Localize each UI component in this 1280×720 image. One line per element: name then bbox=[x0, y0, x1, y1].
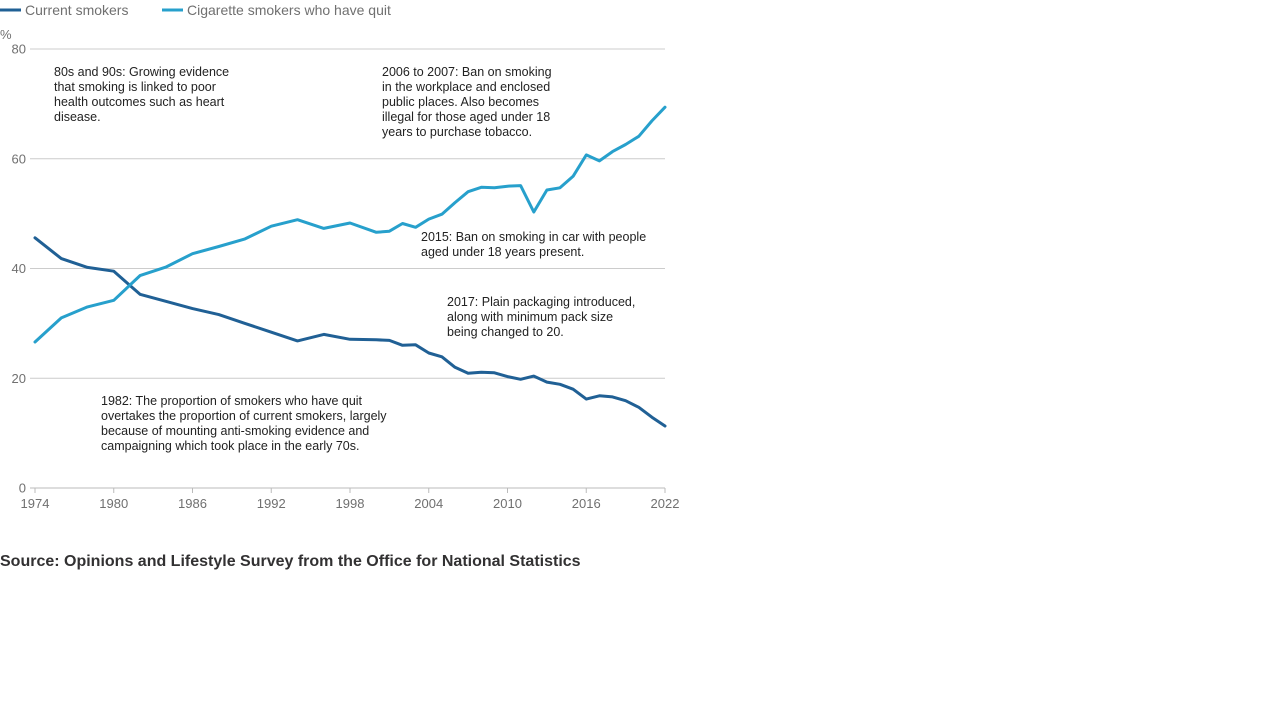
series-line-1 bbox=[33, 105, 667, 344]
annotation-0-line-2: health outcomes such as heart bbox=[54, 95, 225, 109]
x-tick-label-6: 2010 bbox=[493, 496, 522, 511]
annotation-4-line-3: campaigning which took place in the earl… bbox=[101, 439, 359, 453]
x-tick-label-4: 1998 bbox=[336, 496, 365, 511]
x-tick-label-0: 1974 bbox=[21, 496, 50, 511]
y-tick-label-4: 80 bbox=[12, 42, 26, 57]
annotation-1-line-0: 2006 to 2007: Ban on smoking bbox=[382, 65, 552, 79]
annotation-1-line-2: public places. Also becomes bbox=[382, 95, 539, 109]
x-tick-label-8: 2022 bbox=[651, 496, 680, 511]
annotation-0-line-0: 80s and 90s: Growing evidence bbox=[54, 65, 229, 79]
y-axis-unit: % bbox=[0, 27, 12, 42]
x-tick-label-2: 1986 bbox=[178, 496, 207, 511]
y-tick-label-1: 20 bbox=[12, 371, 26, 386]
annotation-2-line-0: 2015: Ban on smoking in car with people bbox=[421, 230, 646, 244]
source-note: Source: Opinions and Lifestyle Survey fr… bbox=[0, 553, 581, 570]
legend-label-0: Current smokers bbox=[25, 2, 128, 18]
x-tick-label-7: 2016 bbox=[572, 496, 601, 511]
line-chart: Current smokers Cigarette smokers who hav… bbox=[0, 2, 680, 511]
y-tick-label-3: 60 bbox=[12, 151, 26, 166]
x-tick-label-5: 2004 bbox=[414, 496, 443, 511]
annotation-1-line-4: years to purchase tobacco. bbox=[382, 125, 532, 139]
annotation-0-line-3: disease. bbox=[54, 110, 101, 124]
annotation-0-line-1: that smoking is linked to poor bbox=[54, 80, 216, 94]
annotation-3-line-0: 2017: Plain packaging introduced, bbox=[447, 295, 635, 309]
annotation-3-line-1: along with minimum pack size bbox=[447, 310, 613, 324]
annotation-1-line-1: in the workplace and enclosed bbox=[382, 80, 550, 94]
x-tick-label-1: 1980 bbox=[99, 496, 128, 511]
annotation-4-line-0: 1982: The proportion of smokers who have… bbox=[101, 394, 363, 408]
annotation-4-line-2: because of mounting anti-smoking evidenc… bbox=[101, 424, 369, 438]
annotation-2-line-1: aged under 18 years present. bbox=[421, 245, 584, 259]
annotation-3-line-2: being changed to 20. bbox=[447, 325, 564, 339]
y-tick-label-0: 0 bbox=[19, 481, 26, 496]
legend-label-1: Cigarette smokers who have quit bbox=[187, 2, 391, 18]
annotation-1-line-3: illegal for those aged under 18 bbox=[382, 110, 550, 124]
series-line-0 bbox=[33, 236, 667, 428]
annotation-4-line-1: overtakes the proportion of current smok… bbox=[101, 409, 387, 423]
y-tick-label-2: 40 bbox=[12, 261, 26, 276]
x-tick-label-3: 1992 bbox=[257, 496, 286, 511]
